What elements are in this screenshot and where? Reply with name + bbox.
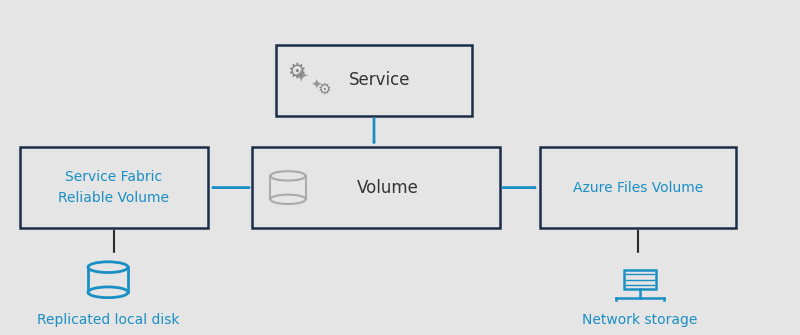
FancyBboxPatch shape bbox=[540, 147, 736, 228]
Text: Azure Files Volume: Azure Files Volume bbox=[573, 181, 703, 195]
Text: Service: Service bbox=[350, 71, 410, 89]
Text: ✦: ✦ bbox=[292, 66, 308, 85]
Text: ⚙: ⚙ bbox=[286, 61, 306, 81]
Ellipse shape bbox=[88, 287, 128, 297]
Ellipse shape bbox=[270, 195, 306, 204]
FancyBboxPatch shape bbox=[20, 147, 208, 228]
Polygon shape bbox=[270, 176, 306, 199]
FancyBboxPatch shape bbox=[624, 270, 656, 289]
Text: Network storage: Network storage bbox=[582, 313, 698, 327]
FancyBboxPatch shape bbox=[252, 147, 500, 228]
Text: ⚙: ⚙ bbox=[317, 82, 331, 97]
Ellipse shape bbox=[270, 171, 306, 181]
Polygon shape bbox=[88, 267, 128, 292]
FancyBboxPatch shape bbox=[276, 45, 472, 116]
Text: ✦: ✦ bbox=[310, 78, 322, 92]
Text: Service Fabric
Reliable Volume: Service Fabric Reliable Volume bbox=[58, 170, 170, 205]
Ellipse shape bbox=[88, 262, 128, 273]
Text: Volume: Volume bbox=[357, 179, 419, 197]
Text: Replicated local disk: Replicated local disk bbox=[37, 313, 179, 327]
